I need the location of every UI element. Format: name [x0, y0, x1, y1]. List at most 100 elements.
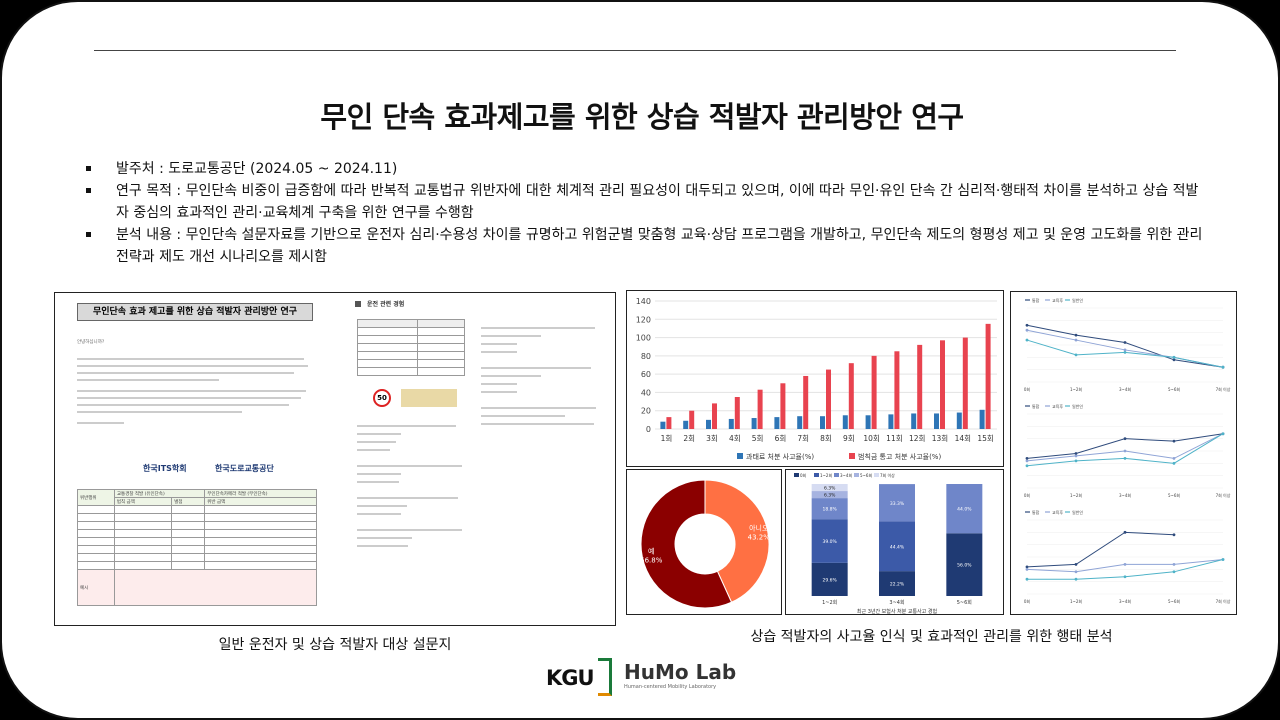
bar-fine: [934, 413, 939, 429]
y-tick-label: 60: [641, 370, 651, 379]
section-title: 운전 관련 경험: [367, 301, 405, 308]
y-tick-label: 140: [636, 297, 651, 306]
legend-label: 1~2회: [820, 472, 832, 478]
survey-document-image: 무인단속 효과 제고를 위한 상습 적발자 관리방안 연구 안녕하십니까? 한국…: [54, 292, 616, 626]
x-tick-label: 5~6회: [1168, 386, 1180, 392]
data-point: [1074, 570, 1078, 574]
y-tick-label: 20: [641, 407, 651, 416]
bar-penalty: [712, 403, 717, 429]
x-tick-label: 3~4회: [889, 599, 904, 606]
legend-swatch: [849, 453, 855, 459]
bar-fine: [979, 409, 985, 429]
line-charts-panel: 통합 교육후 일반인 0회 1~2회 3~4회 5~6회 7회 이상 통합 교육후 일반인 0회 1~2…: [1010, 291, 1237, 615]
legend-label: 7회 이상: [880, 472, 895, 478]
x-tick-label: 4회: [729, 434, 741, 443]
data-point: [1123, 530, 1127, 534]
bar-fine: [728, 418, 734, 429]
camera-sign-icon: [401, 389, 457, 407]
bullet-marker-icon: [86, 188, 91, 193]
donut-value: 43.2%: [748, 533, 771, 541]
segment-label: 44.4%: [890, 544, 905, 550]
page-title: 무인 단속 효과제고를 위한 상습 적발자 관리방안 연구: [320, 100, 964, 134]
data-point: [1025, 464, 1029, 468]
data-point: [1025, 457, 1029, 460]
segment-label: 18.8%: [823, 507, 838, 513]
y-tick-label: 120: [636, 315, 651, 324]
series-line: [1026, 531, 1175, 568]
legend-swatch: [834, 473, 839, 477]
segment-label: 56.0%: [957, 563, 972, 569]
bar-penalty: [848, 363, 854, 429]
x-tick-label: 1~2회: [1070, 598, 1082, 604]
x-tick-label: 13회: [932, 434, 948, 443]
bar-penalty: [917, 344, 923, 429]
x-tick-label: 11회: [886, 434, 902, 443]
bar-fine: [774, 417, 780, 429]
data-point: [1221, 558, 1225, 561]
x-tick-label: 3~4회: [1119, 492, 1131, 498]
data-point: [1074, 459, 1078, 463]
bullet-purpose: 연구 목적 : 무인단속 비중이 급증함에 따라 반복적 교통법규 위반자에 대…: [86, 180, 1206, 224]
data-point: [1123, 563, 1127, 566]
bullet-marker-icon: [86, 232, 91, 237]
bar-fine: [797, 416, 803, 429]
bar-fine: [911, 413, 917, 429]
legend-label: 통합: [1032, 509, 1040, 515]
x-tick-label: 5회: [752, 434, 764, 443]
stacked-bar-chart-panel: 0회 1~2회 3~4회 5~6회 7회 이상 29.6% 39.0% 18.8% 6.3% 6.…: [785, 469, 1004, 615]
data-point: [1172, 563, 1176, 566]
data-point: [1025, 567, 1029, 571]
caption-analysis: 상습 적발자의 사고율 인식 및 효과적인 관리를 위한 행태 분석: [750, 629, 1113, 645]
x-tick-label: 9회: [843, 434, 855, 443]
question-lines-left: [357, 419, 467, 553]
penalty-table: 위반행위 교통경찰 적발 (유인단속) 무인단속카메라 적발 (무인단속) 범칙 금…: [77, 489, 318, 606]
bar-fine: [683, 420, 689, 429]
data-point: [1123, 575, 1127, 579]
x-tick-label: 0회: [1024, 598, 1031, 604]
bar-penalty: [666, 417, 672, 429]
legend-swatch: [874, 473, 879, 477]
survey-title: 무인단속 효과 제고를 위한 상습 적발자 관리방안 연구: [77, 303, 313, 321]
legend-swatch: [737, 453, 743, 459]
bar-penalty: [894, 351, 900, 429]
kgu-logo: KGU: [546, 666, 595, 690]
data-point: [1123, 351, 1127, 354]
y-tick-label: 80: [641, 352, 651, 361]
data-point: [1074, 452, 1078, 455]
caption-survey: 일반 운전자 및 상습 적발자 대상 설문지: [218, 637, 452, 653]
bar-penalty: [962, 337, 968, 429]
x-tick-label: 10회: [863, 434, 879, 443]
data-point: [1172, 533, 1176, 537]
data-point: [1074, 353, 1078, 357]
stacked-segment: [811, 498, 848, 520]
data-point: [1172, 570, 1176, 574]
legend-label: 과태료 처분 사고율(%): [746, 452, 814, 461]
data-point: [1221, 365, 1225, 369]
x-tick-label: 12회: [909, 434, 925, 443]
y-tick-label: 100: [636, 334, 651, 343]
x-tick-label: 7회 이상: [1216, 598, 1231, 604]
x-tick-label: 1~2회: [1070, 492, 1082, 498]
data-point: [1123, 341, 1127, 344]
humo-lab-subtitle: Human-centered Mobility Laboratory: [624, 684, 717, 690]
x-tick-label: 3회: [706, 434, 718, 443]
x-tick-label: 7회 이상: [1216, 492, 1231, 498]
survey-body-lines: [77, 353, 313, 433]
bar-fine: [956, 412, 962, 429]
legend-label: 일반인: [1072, 403, 1083, 409]
data-point: [1123, 348, 1127, 352]
y-tick-label: 40: [641, 388, 651, 397]
data-point: [1074, 563, 1078, 566]
bar-fine: [706, 419, 711, 429]
x-axis-label: 최근 3년간 보험사 처분 교통사고 경험: [857, 608, 937, 615]
bar-fine: [660, 421, 666, 429]
legend-label: 일반인: [1072, 297, 1083, 303]
bar-fine: [751, 418, 757, 429]
data-point: [1221, 432, 1225, 436]
stacked-segment: [946, 484, 983, 534]
segment-label: 44.0%: [957, 507, 972, 513]
data-point: [1172, 439, 1176, 443]
legend-label: 교육후: [1052, 403, 1063, 409]
